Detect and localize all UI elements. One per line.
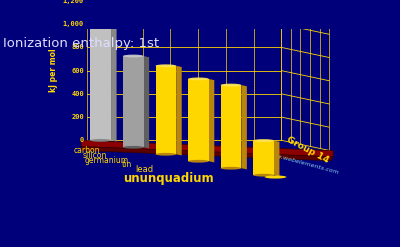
Polygon shape — [111, 14, 116, 142]
Text: ununquadium: ununquadium — [123, 172, 214, 185]
Text: kJ per mol: kJ per mol — [49, 49, 58, 92]
Bar — [90, 14, 111, 140]
Text: silicon: silicon — [82, 151, 107, 160]
Ellipse shape — [123, 55, 144, 57]
Text: lead: lead — [135, 165, 154, 174]
Text: 200: 200 — [71, 114, 84, 120]
Text: 1,000: 1,000 — [63, 21, 84, 27]
Ellipse shape — [221, 167, 241, 170]
Ellipse shape — [156, 153, 176, 156]
Ellipse shape — [264, 175, 286, 179]
Ellipse shape — [221, 84, 241, 86]
Text: 800: 800 — [71, 44, 84, 50]
Bar — [123, 56, 144, 147]
Polygon shape — [241, 85, 247, 169]
Ellipse shape — [90, 139, 111, 142]
Ellipse shape — [188, 160, 209, 163]
Text: 600: 600 — [71, 68, 84, 74]
Text: carbon: carbon — [74, 146, 100, 155]
Polygon shape — [81, 146, 333, 161]
Ellipse shape — [123, 146, 144, 149]
Text: Ionization enthalpy: 1st: Ionization enthalpy: 1st — [3, 37, 160, 50]
Text: 0: 0 — [80, 137, 84, 143]
Ellipse shape — [188, 78, 209, 80]
Polygon shape — [274, 141, 280, 176]
Text: germanium: germanium — [84, 156, 129, 165]
Text: 1,200: 1,200 — [63, 0, 84, 4]
Text: 400: 400 — [71, 91, 84, 97]
Bar — [221, 85, 241, 168]
Bar — [188, 79, 209, 161]
Ellipse shape — [253, 139, 274, 142]
Polygon shape — [144, 56, 149, 148]
Ellipse shape — [156, 64, 176, 67]
Polygon shape — [176, 66, 182, 156]
Ellipse shape — [90, 13, 111, 16]
Ellipse shape — [253, 174, 274, 177]
Bar — [156, 66, 176, 154]
Text: tin: tin — [121, 161, 132, 169]
Text: Group 14: Group 14 — [285, 135, 330, 165]
Text: www.webelements.com: www.webelements.com — [266, 151, 340, 175]
Bar — [253, 141, 274, 175]
Polygon shape — [81, 140, 333, 157]
Polygon shape — [209, 79, 214, 163]
